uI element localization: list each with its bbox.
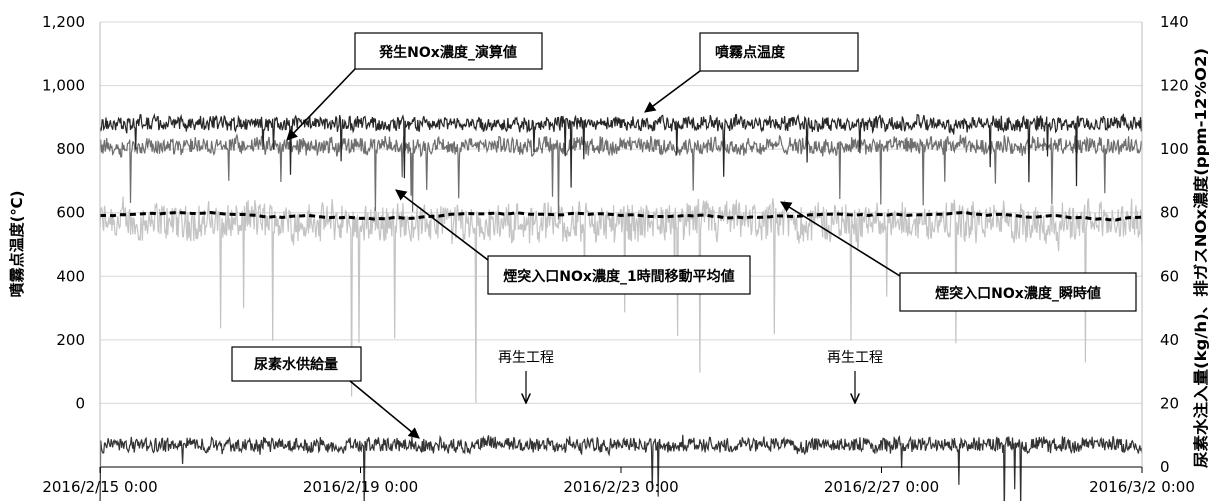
annotation-arrow-instant: [780, 201, 901, 277]
annotation-label-moving-avg: 煙突入口NOx濃度_1時間移動平均値: [503, 268, 734, 285]
left-tick-label: 400: [56, 267, 85, 285]
annotation-arrow-spray-temp: [644, 70, 701, 113]
left-tick-label: 200: [56, 331, 85, 349]
right-tick-label: 40: [1160, 331, 1179, 349]
annotations: 発生NOx濃度_演算値 噴霧点温度 煙突入口NOx濃度_1時間移動平均値 煙突入…: [231, 32, 1137, 439]
right-tick-label: 120: [1160, 77, 1189, 95]
series-line-1: [99, 133, 1143, 220]
series-line-3: [99, 210, 1143, 222]
annotation-box-instant: [899, 272, 1137, 312]
right-tick-label: 0: [1160, 458, 1170, 476]
right-tick-label: 20: [1160, 394, 1179, 412]
right-tick-label: 80: [1160, 204, 1179, 222]
x-tick-label: 2016/3/2 0:00: [1089, 478, 1195, 496]
annotation-label-spray-temp: 噴霧点温度: [715, 44, 786, 61]
annotation-label-generated-nox: 発生NOx濃度_演算値: [378, 44, 517, 61]
series-layer: [99, 112, 1143, 501]
x-axis-ticks: 2016/2/15 0:00 2016/2/19 0:00 2016/2/23 0:…: [42, 467, 1195, 496]
annotation-label-instant: 煙突入口NOx濃度_瞬時値: [935, 285, 1101, 302]
x-tick-label: 2016/2/23 0:00: [563, 478, 678, 496]
annotation-arrow-urea: [349, 380, 420, 439]
right-tick-label: 60: [1160, 267, 1179, 285]
right-tick-label: 100: [1160, 140, 1189, 158]
left-axis-title: 噴霧点温度(℃): [8, 191, 26, 298]
left-tick-label: 1,000: [42, 77, 85, 95]
series-line-2: [99, 196, 1143, 404]
left-tick-label: 800: [56, 140, 85, 158]
x-tick-label: 2016/2/27 0:00: [824, 478, 939, 496]
right-tick-label: 140: [1160, 13, 1189, 31]
annotation-label-urea: 尿素水供給量: [254, 356, 338, 373]
right-axis-title: 尿素水注入量(kg/h)、排ガスNOx濃度(ppm-12%O2): [1192, 48, 1210, 468]
annotation-label-regeneration-1: 再生工程: [498, 350, 554, 366]
left-tick-label: 600: [56, 204, 85, 222]
x-tick-label: 2016/2/15 0:00: [42, 478, 157, 496]
series-line-0: [99, 112, 1143, 188]
annotation-box-urea: [231, 346, 362, 382]
annotation-arrow-generated-nox: [286, 68, 356, 141]
right-axis-ticks: 140 120 100 80 60 40 20 0: [1160, 13, 1189, 476]
annotation-arrow-moving-avg: [395, 189, 489, 261]
left-tick-label: 1,200: [42, 13, 85, 31]
left-tick-label: 0: [75, 394, 85, 412]
x-tick-label: 2016/2/19 0:00: [303, 478, 418, 496]
annotation-box-generated-nox: [354, 32, 543, 70]
annotation-label-regeneration-2: 再生工程: [827, 350, 883, 366]
left-axis-ticks: 1,200 1,000 800 600 400 200 0: [42, 13, 85, 412]
annotation-box-spray-temp: [699, 32, 859, 72]
series-line-4: [99, 434, 1143, 501]
annotation-box-moving-avg: [487, 255, 751, 295]
